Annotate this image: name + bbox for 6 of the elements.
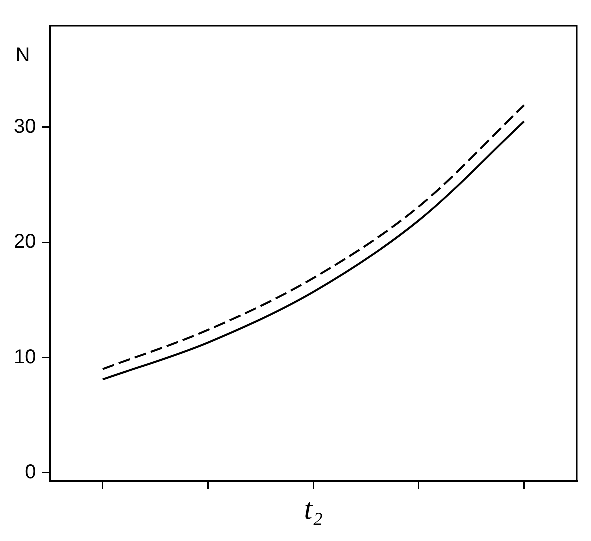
x-axis-title: t₂ xyxy=(304,492,324,526)
y-tick-label: 10 xyxy=(14,346,36,368)
y-tick-label: 0 xyxy=(25,461,36,484)
y-axis-title: N xyxy=(16,44,30,67)
y-tick-label: 20 xyxy=(14,231,36,254)
y-tick-label: 30 xyxy=(14,116,36,138)
